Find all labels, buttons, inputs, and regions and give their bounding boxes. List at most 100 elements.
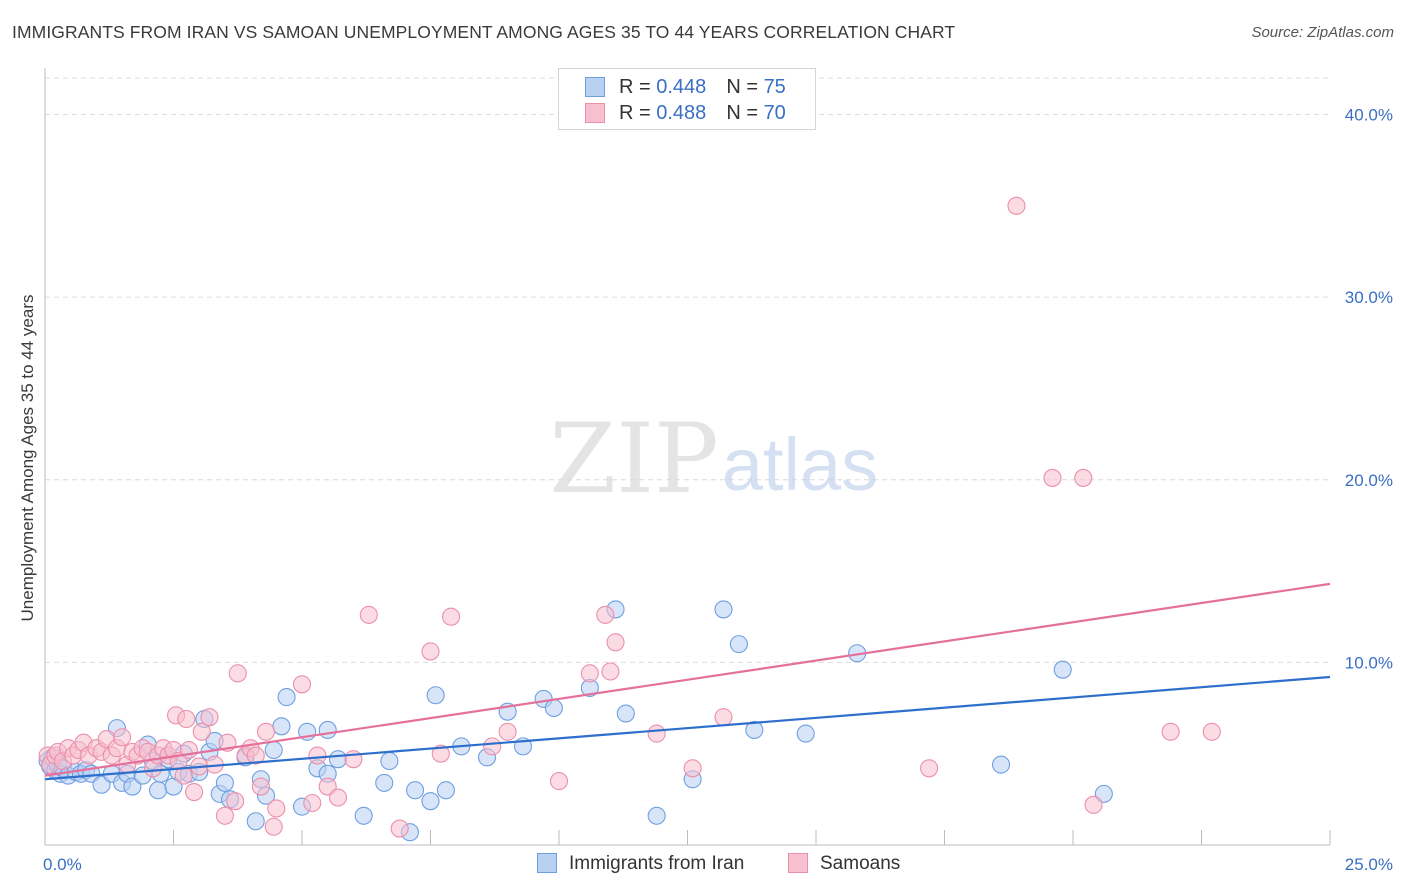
grid-layer	[45, 77, 1330, 663]
samoan-point	[256, 722, 276, 741]
samoan-point	[1161, 722, 1180, 741]
samoan-point	[498, 722, 517, 741]
samoan-point	[292, 675, 312, 694]
legend-n-value-iran: 75	[763, 76, 786, 98]
samoan-point	[1084, 795, 1103, 814]
samoan-point	[1074, 468, 1093, 487]
trend-lines	[44, 582, 1331, 781]
legend-r-value-iran: 0.448	[656, 76, 707, 98]
x-tick-label-min: 0.0%	[43, 855, 82, 874]
samoan-point	[714, 708, 733, 727]
samoan-point	[226, 792, 245, 811]
iran-point	[714, 600, 733, 619]
samoan-point	[113, 728, 132, 747]
samoan-point	[483, 737, 502, 756]
iran-point	[264, 740, 283, 760]
source-credit: Source: ZipAtlas.com	[1251, 24, 1394, 41]
samoan-point	[920, 759, 939, 778]
samoan-point	[549, 772, 569, 791]
samoan-point	[647, 724, 666, 743]
samoan-point	[200, 708, 219, 727]
iran-point	[729, 635, 748, 654]
samoan-point	[390, 819, 409, 838]
y-tick-label: 40.0%	[1345, 106, 1393, 125]
samoan-point	[1043, 468, 1062, 487]
y-tick-label: 20.0%	[1345, 471, 1393, 490]
iran-point	[421, 792, 440, 811]
watermark-atlas: atlas	[722, 423, 878, 506]
y-axis-label: Unemployment Among Ages 35 to 44 years	[18, 294, 37, 622]
iran-point	[1053, 660, 1072, 679]
samoan-point	[328, 788, 348, 807]
legend-swatch-samoans	[585, 103, 605, 123]
samoan-point	[264, 817, 283, 836]
samoan-point	[303, 793, 322, 813]
iran-point	[246, 812, 265, 831]
iran-point	[406, 781, 425, 800]
iran-point	[318, 720, 337, 740]
legend-n-value-samoans: 70	[763, 102, 786, 124]
iran-point	[426, 686, 445, 705]
samoan-point	[1202, 722, 1221, 741]
iran-point	[272, 717, 291, 736]
series-samoans-points	[38, 196, 1221, 838]
samoan-point	[431, 744, 450, 763]
legend-n-label: N =	[726, 102, 764, 124]
samoan-point	[251, 777, 270, 796]
tick-labels: 10.0% 20.0% 30.0% 40.0% 0.0% 25.0%	[43, 106, 1393, 874]
iran-point	[354, 806, 373, 825]
iran-point	[616, 704, 635, 723]
iran-point	[544, 698, 563, 718]
iran-trend-line	[44, 675, 1331, 781]
samoan-point	[683, 759, 702, 778]
legend-r-value-samoans: 0.488	[656, 102, 707, 124]
samoan-point	[228, 664, 247, 683]
axis-layer	[44, 68, 1331, 846]
samoan-point	[174, 766, 193, 785]
legend-r-label: R =	[619, 102, 657, 124]
iran-point	[375, 773, 394, 792]
samoan-point	[246, 746, 265, 765]
iran-point	[149, 781, 168, 800]
samoan-trend-line	[44, 582, 1331, 777]
legend-r-label: R =	[619, 76, 657, 98]
correlation-legend: R = 0.448 N = 75 R = 0.488 N = 70	[558, 68, 816, 130]
legend-swatch-iran	[585, 77, 605, 97]
samoan-point	[192, 722, 211, 741]
iran-point	[647, 806, 666, 825]
iran-point	[796, 724, 815, 743]
samoan-point	[442, 607, 461, 626]
samoan-point	[601, 662, 620, 681]
samoan-point	[596, 605, 615, 624]
samoan-point	[308, 746, 327, 765]
iran-point	[380, 751, 399, 771]
bottom-legend-label-iran: Immigrants from Iran	[569, 853, 745, 874]
samoan-point	[421, 642, 440, 661]
samoan-point	[177, 709, 196, 729]
watermark-zip: ZIP	[549, 403, 718, 515]
iran-point	[436, 781, 455, 800]
iran-point	[991, 755, 1011, 774]
y-tick-label: 10.0%	[1345, 653, 1393, 672]
samoan-point	[215, 806, 234, 825]
iran-point	[215, 773, 234, 792]
samoan-point	[267, 799, 286, 818]
samoan-point	[185, 782, 204, 802]
samoan-point	[359, 605, 378, 624]
legend-n-label: N =	[726, 76, 764, 98]
iran-point	[277, 688, 296, 707]
iran-point	[745, 720, 764, 740]
samoan-point	[1007, 196, 1026, 215]
samoan-point	[606, 633, 625, 652]
x-tick-label-max: 25.0%	[1345, 855, 1393, 874]
iran-point	[328, 750, 348, 769]
watermark: ZIP atlas	[549, 403, 878, 515]
chart-title: IMMIGRANTS FROM IRAN VS SAMOAN UNEMPLOYM…	[12, 22, 956, 42]
bottom-legend-swatch-samoans	[788, 853, 808, 873]
y-tick-label: 30.0%	[1345, 288, 1393, 307]
samoan-point	[580, 664, 599, 683]
series-iran-points	[38, 600, 1113, 842]
bottom-legend-label-samoans: Samoans	[820, 853, 901, 874]
bottom-legend-swatch-iran	[537, 853, 557, 873]
